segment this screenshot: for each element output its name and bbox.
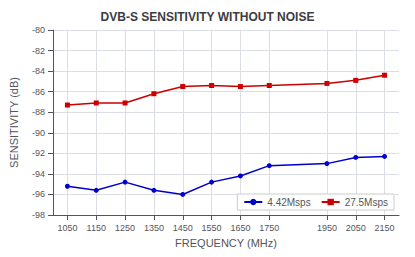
svg-text:-94: -94 — [32, 169, 45, 179]
svg-text:SENSITIVITY (dB): SENSITIVITY (dB) — [8, 77, 20, 168]
svg-text:1250: 1250 — [115, 223, 135, 233]
svg-text:27.5Msps: 27.5Msps — [345, 197, 388, 208]
svg-text:FREQUENCY (MHz): FREQUENCY (MHz) — [175, 237, 277, 249]
svg-text:-96: -96 — [32, 189, 45, 199]
svg-text:-92: -92 — [32, 148, 45, 158]
svg-text:1650: 1650 — [230, 223, 250, 233]
svg-text:-88: -88 — [32, 107, 45, 117]
svg-text:-90: -90 — [32, 128, 45, 138]
svg-text:-80: -80 — [32, 25, 45, 35]
svg-text:1150: 1150 — [87, 223, 106, 233]
svg-text:4.42Msps: 4.42Msps — [267, 197, 310, 208]
svg-text:1950: 1950 — [317, 223, 337, 233]
svg-text:1550: 1550 — [202, 223, 222, 233]
svg-text:1050: 1050 — [57, 223, 77, 233]
svg-text:-84: -84 — [32, 66, 45, 76]
svg-text:2150: 2150 — [375, 223, 395, 233]
svg-text:2050: 2050 — [346, 223, 366, 233]
svg-text:1350: 1350 — [144, 223, 164, 233]
svg-text:1450: 1450 — [173, 223, 193, 233]
svg-text:1750: 1750 — [259, 223, 279, 233]
svg-text:-82: -82 — [32, 46, 45, 56]
svg-text:-98: -98 — [32, 210, 45, 220]
svg-text:-86: -86 — [32, 87, 45, 97]
svg-text:DVB-S SENSITIVITY WITHOUT NOIS: DVB-S SENSITIVITY WITHOUT NOISE — [101, 10, 315, 24]
